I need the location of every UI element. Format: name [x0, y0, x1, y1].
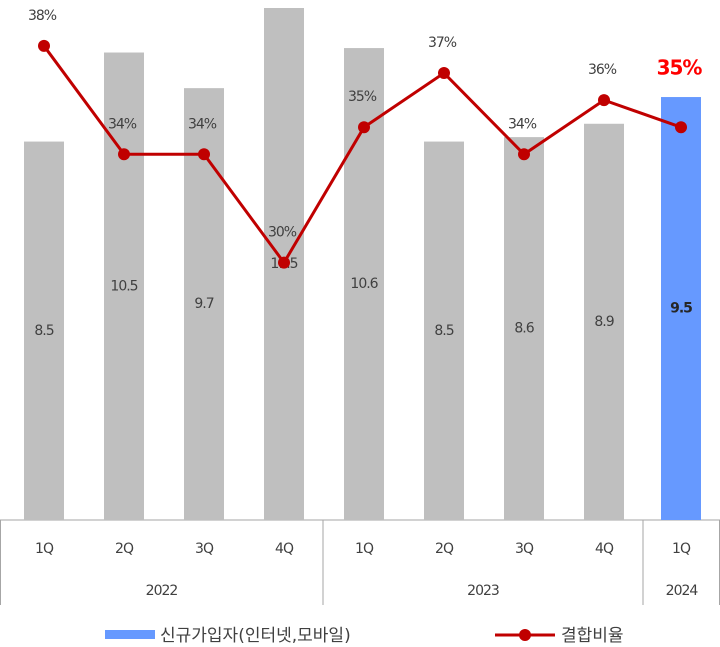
bar [661, 97, 701, 520]
bar-value-label: 9.5 [670, 301, 692, 317]
bar-value-label: 9.7 [194, 296, 213, 312]
legend-swatch [105, 630, 155, 639]
line-marker [38, 39, 50, 52]
x-tick-label: 2Q [435, 541, 454, 557]
bar-value-label: 8.9 [594, 314, 613, 330]
line-marker [675, 121, 687, 134]
x-tick-label: 1Q [355, 541, 374, 557]
line-value-label: 34% [188, 116, 217, 132]
legend-label: 결합비율 [561, 626, 624, 646]
line-value-label: 38% [28, 8, 57, 24]
line-marker [438, 67, 450, 80]
x-tick-label: 2Q [115, 541, 134, 557]
x-tick-label: 1Q [672, 541, 691, 557]
bar [424, 141, 464, 520]
line-value-label: 34% [108, 116, 137, 132]
line-marker [118, 148, 130, 161]
line-value-label: 35% [348, 89, 377, 105]
bar [104, 52, 144, 521]
line-value-label: 30% [268, 225, 297, 241]
line-marker [278, 256, 290, 269]
line-marker [518, 148, 530, 161]
bar-value-label: 10.6 [350, 276, 378, 292]
x-tick-label: 3Q [515, 541, 534, 557]
line-value-label: 37% [428, 35, 457, 51]
line-value-label: 35% [657, 56, 703, 80]
x-tick-label: 4Q [595, 541, 614, 557]
group-label: 2024 [666, 583, 699, 599]
line-value-label: 34% [508, 116, 537, 132]
bar [584, 123, 624, 520]
legend-label: 신규가입자(인터넷,모바일) [160, 626, 351, 646]
bar [24, 141, 64, 520]
bar-value-label: 8.5 [434, 323, 453, 339]
bar-value-label: 10.5 [110, 278, 137, 294]
line-marker [598, 94, 610, 107]
x-tick-label: 4Q [275, 541, 294, 557]
legend-marker [519, 629, 531, 641]
x-tick-label: 3Q [195, 541, 214, 557]
bar-value-label: 8.5 [34, 323, 53, 339]
line-marker [198, 148, 210, 161]
line-value-label: 36% [588, 62, 617, 78]
line-marker [358, 121, 370, 134]
bar-value-label: 8.6 [514, 321, 534, 337]
x-tick-label: 1Q [35, 541, 54, 557]
group-label: 2022 [146, 583, 178, 599]
group-label: 2023 [467, 583, 499, 599]
bar [504, 137, 544, 520]
